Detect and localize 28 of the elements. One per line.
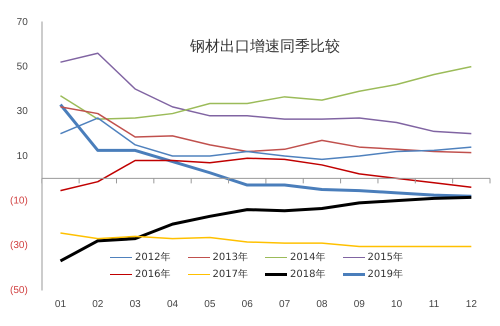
x-tick-label: 08 [316, 298, 328, 310]
x-tick-label: 10 [391, 298, 403, 310]
legend-label: 2018年 [290, 268, 326, 281]
x-tick-label: 12 [466, 298, 478, 310]
legend-label: 2013年 [212, 251, 248, 264]
x-tick-label: 01 [54, 298, 66, 310]
x-tick-label: 09 [354, 298, 366, 310]
legend-label: 2017年 [212, 268, 248, 281]
text: 钢材出口增速同季比较 [189, 37, 341, 56]
y-tick-label: 70 [16, 16, 28, 28]
x-tick-label: 03 [130, 298, 142, 310]
y-tick-label: (10) [10, 195, 28, 206]
x-tick-label: 06 [242, 298, 254, 310]
legend-label: 2014年 [290, 251, 326, 264]
x-tick-label: 04 [166, 298, 179, 310]
x-tick-label: 02 [92, 298, 104, 310]
y-tick-label: 10 [16, 150, 28, 162]
y-tick-label: 30 [16, 106, 28, 118]
y-tick-label: (30) [10, 240, 28, 252]
x-tick-label: 11 [428, 298, 440, 310]
legend-label: 2019年 [368, 268, 403, 281]
legend-label: 2015年 [368, 251, 403, 264]
x-tick-label: 05 [204, 298, 216, 310]
y-tick-label: (50) [10, 284, 28, 296]
legend-label: 2016年 [135, 268, 170, 281]
y-tick-label: 50 [16, 61, 28, 72]
x-tick-label: 07 [279, 298, 291, 310]
legend-label: 2012年 [135, 251, 170, 264]
